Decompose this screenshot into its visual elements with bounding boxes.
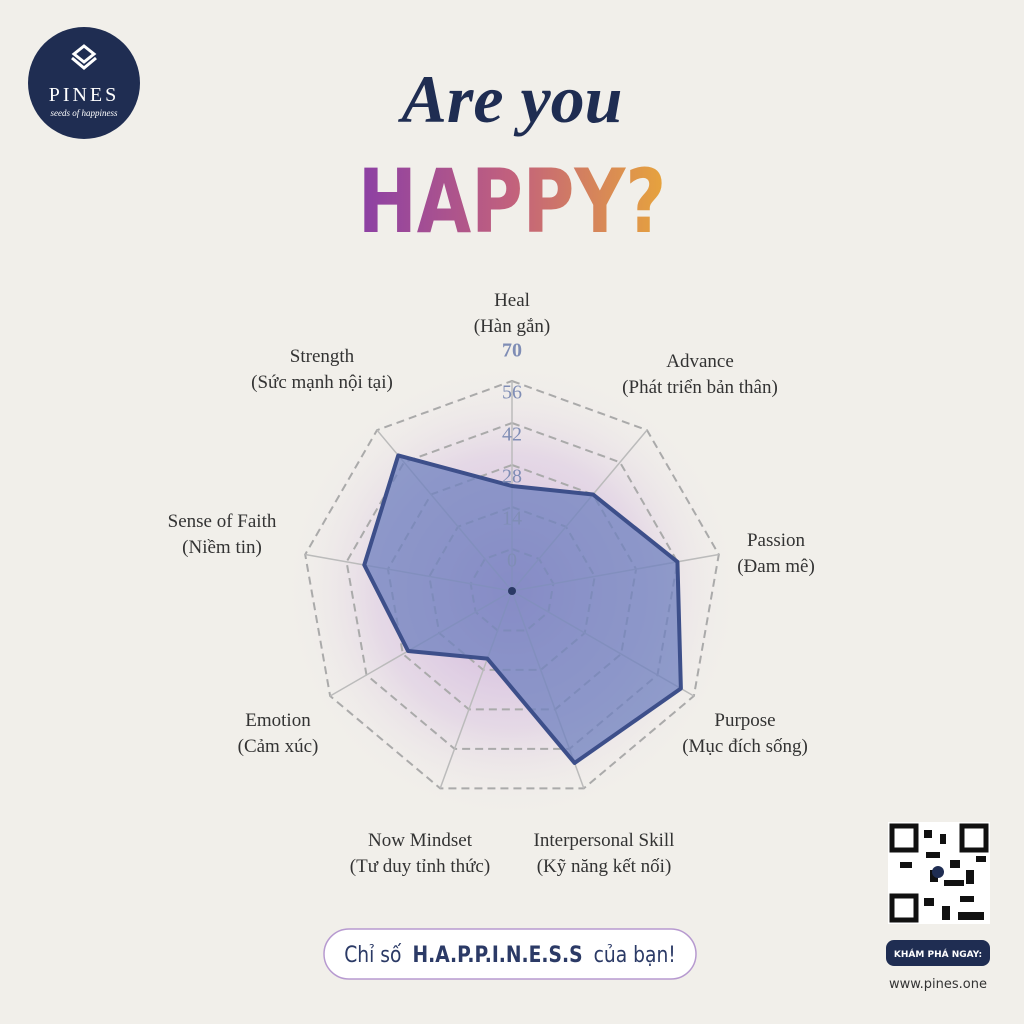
tick-label: 42: [502, 424, 522, 446]
axis-label: Interpersonal Skill: [534, 830, 675, 851]
logo-badge: [28, 27, 140, 139]
axis-sublabel: (Hàn gắn): [474, 316, 551, 337]
axis-label: Sense of Faith: [168, 511, 277, 532]
headline-2: HAPPY?: [358, 150, 666, 253]
qr-code: [888, 822, 990, 924]
grid-ring: [345, 421, 679, 750]
tick-label: 56: [502, 382, 522, 404]
axis-label: Heal: [494, 290, 530, 311]
axis-label: Emotion: [245, 710, 311, 731]
cta-text: Chỉ số H.A.P.P.I.N.E.S.S của bạn!: [344, 942, 676, 968]
cta-before: Chỉ số: [344, 942, 402, 968]
axis-sublabel: (Phát triển bản thân): [622, 377, 778, 398]
axis-label: Advance: [666, 351, 734, 372]
radar-chart: 0 14 28 42 56 70 Heal (Hàn gắn) Advance (Phát tri…: [168, 290, 815, 877]
axis-label: Purpose: [714, 710, 775, 731]
axis-sublabel: (Đam mê): [737, 556, 815, 577]
headline-1: Are you: [398, 61, 623, 137]
axis-sublabel: (Cảm xúc): [238, 736, 319, 757]
cta-button[interactable]: [323, 928, 697, 980]
tick-label: 28: [502, 466, 522, 488]
tick-label: 70: [502, 340, 522, 362]
grid-ring: [304, 379, 720, 790]
logo-name: PINES: [49, 84, 120, 106]
axis-label: Now Mindset: [368, 830, 473, 851]
axis-sublabel: (Kỹ năng kết nối): [537, 856, 672, 877]
logo-tagline: seeds of happiness: [51, 108, 118, 118]
axis-label: Strength: [290, 346, 355, 367]
tick-label: 0: [507, 550, 517, 572]
qr-button[interactable]: [886, 940, 990, 966]
logo-icon: [71, 44, 97, 70]
qr-button-text: KHÁM PHÁ NGAY:: [894, 948, 982, 960]
website: www.pines.one: [889, 977, 987, 992]
cta-highlight: H.A.P.P.I.N.E.S.S: [412, 942, 582, 968]
axis-label: Passion: [747, 530, 806, 551]
axis-sublabel: (Mục đích sống): [682, 736, 808, 757]
tick-label: 14: [502, 508, 522, 530]
axis-sublabel: (Sức mạnh nội tại): [251, 372, 393, 393]
axis-sublabel: (Tư duy tỉnh thức): [350, 856, 490, 877]
axis-sublabel: (Niềm tin): [182, 537, 262, 558]
radar-area: [362, 453, 683, 765]
cta-after: của bạn!: [594, 942, 676, 968]
center: [508, 587, 516, 595]
